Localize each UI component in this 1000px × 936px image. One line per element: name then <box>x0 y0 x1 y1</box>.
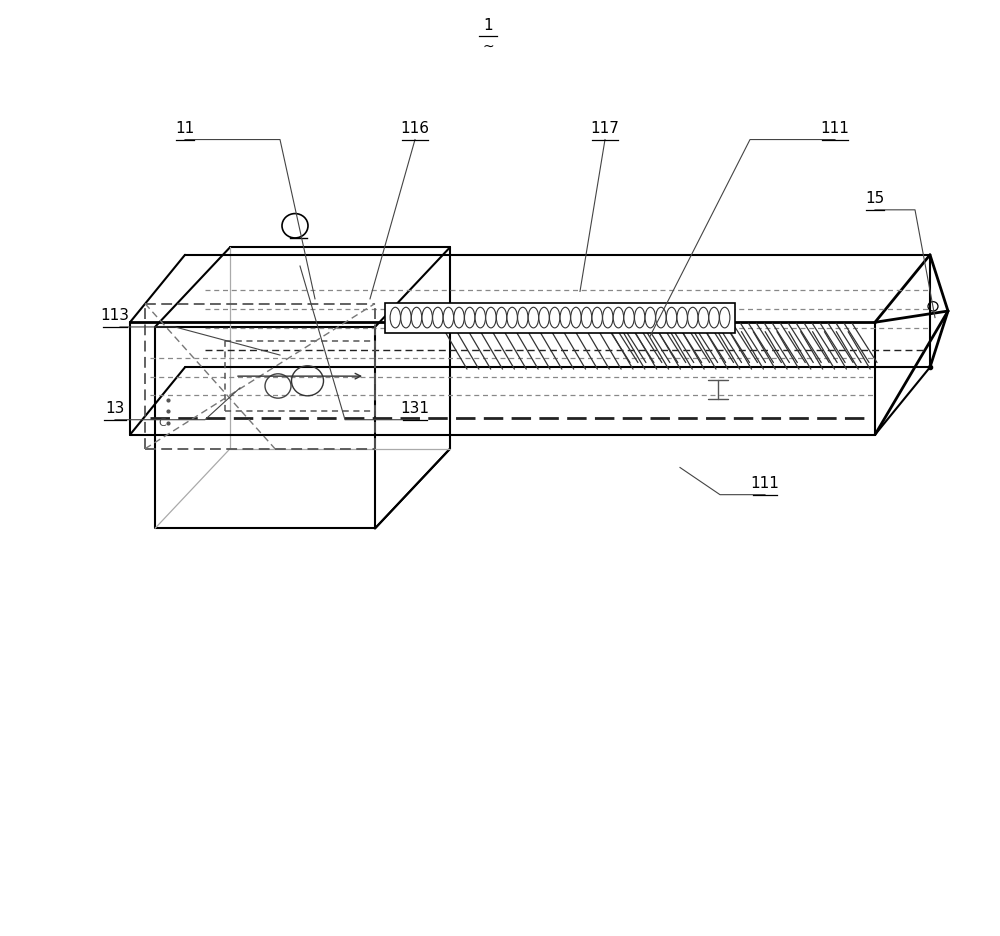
Ellipse shape <box>634 308 645 329</box>
Text: ~: ~ <box>482 40 494 53</box>
Text: 116: 116 <box>400 121 430 136</box>
Ellipse shape <box>507 308 517 329</box>
Text: 113: 113 <box>100 308 130 323</box>
Ellipse shape <box>656 308 666 329</box>
Ellipse shape <box>443 308 454 329</box>
FancyBboxPatch shape <box>385 303 735 333</box>
Text: 111: 111 <box>821 121 849 136</box>
Ellipse shape <box>645 308 656 329</box>
Ellipse shape <box>549 308 560 329</box>
Ellipse shape <box>411 308 422 329</box>
Ellipse shape <box>709 308 719 329</box>
Ellipse shape <box>518 308 528 329</box>
Ellipse shape <box>698 308 709 329</box>
Text: 111: 111 <box>751 475 779 490</box>
Ellipse shape <box>486 308 496 329</box>
Ellipse shape <box>390 308 401 329</box>
Ellipse shape <box>688 308 698 329</box>
Ellipse shape <box>422 308 432 329</box>
Text: 15: 15 <box>865 191 885 206</box>
Ellipse shape <box>528 308 539 329</box>
Text: 11: 11 <box>175 121 195 136</box>
Ellipse shape <box>433 308 443 329</box>
Ellipse shape <box>571 308 581 329</box>
Ellipse shape <box>454 308 464 329</box>
Ellipse shape <box>613 308 624 329</box>
Ellipse shape <box>719 308 730 329</box>
Text: C: C <box>158 417 166 428</box>
Ellipse shape <box>496 308 507 329</box>
Ellipse shape <box>603 308 613 329</box>
Ellipse shape <box>560 308 571 329</box>
Ellipse shape <box>592 308 602 329</box>
Text: 117: 117 <box>591 121 619 136</box>
Ellipse shape <box>666 308 677 329</box>
Ellipse shape <box>401 308 411 329</box>
Text: 1: 1 <box>483 18 493 33</box>
Ellipse shape <box>677 308 687 329</box>
Ellipse shape <box>475 308 486 329</box>
Ellipse shape <box>581 308 592 329</box>
Ellipse shape <box>464 308 475 329</box>
Ellipse shape <box>624 308 634 329</box>
Text: 131: 131 <box>400 401 430 416</box>
Text: 13: 13 <box>105 401 125 416</box>
Ellipse shape <box>539 308 549 329</box>
